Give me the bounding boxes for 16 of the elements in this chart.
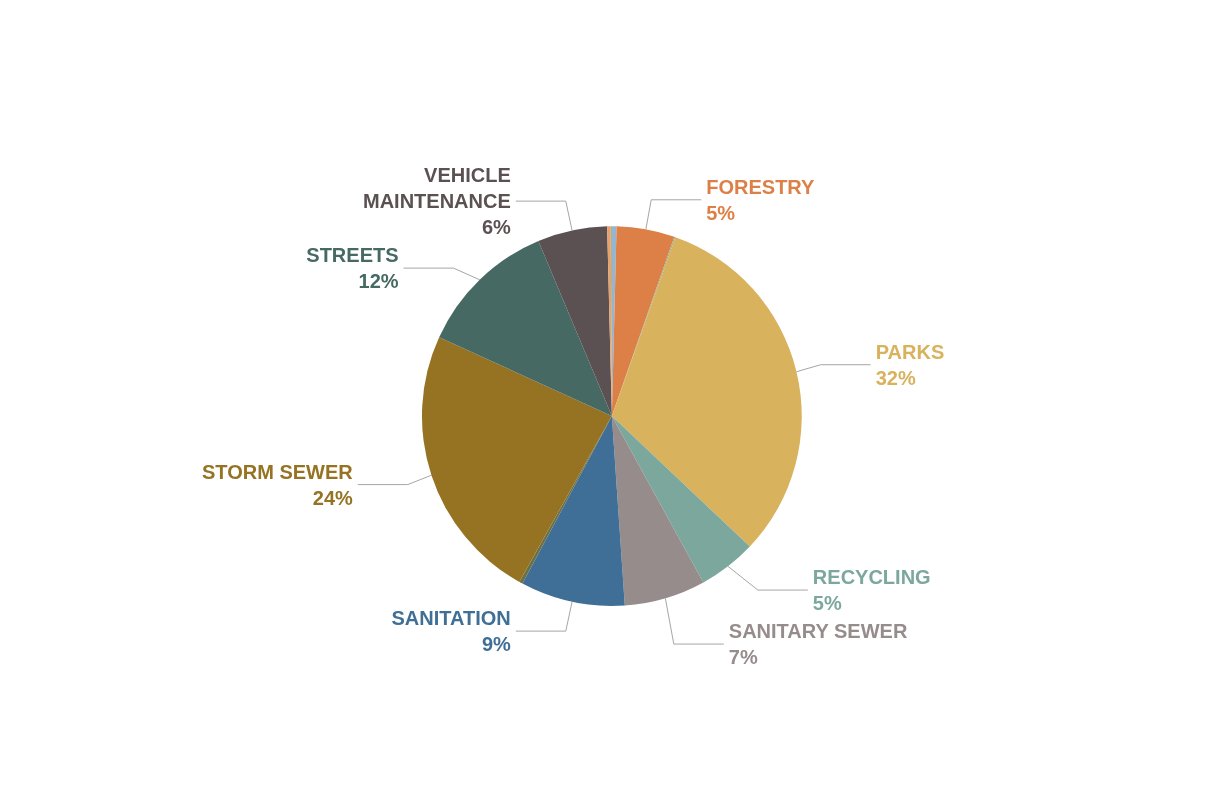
slice-label: VEHICLE MAINTENANCE [363,164,511,213]
data-label: 7% [728,646,758,669]
slice-label: STORM SEWER [202,460,354,483]
slice-label: SANITARY SEWER [728,620,908,643]
data-label: 5% [812,592,842,615]
data-label: 9% [481,633,511,656]
data-label: 6% [481,216,511,239]
slice-label: STREETS [306,244,399,267]
data-label: 32% [875,366,916,389]
slice-label: SANITATION [391,607,511,630]
slice-label: RECYCLING [812,566,931,589]
slice-label: PARKS [875,340,945,363]
data-label: 24% [312,486,353,509]
data-label: 12% [358,270,399,293]
data-label: 5% [706,201,736,224]
slice-label: FORESTRY [706,175,816,198]
